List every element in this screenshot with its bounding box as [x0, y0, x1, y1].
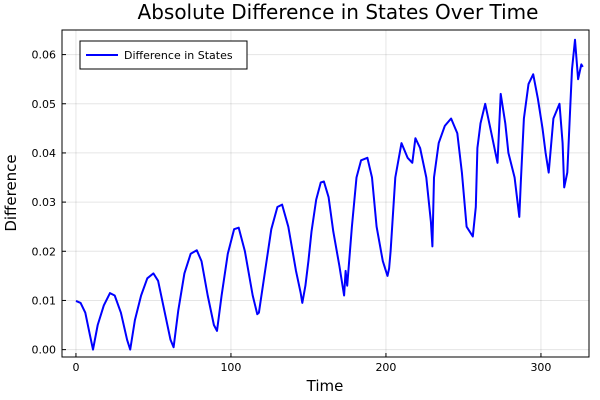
series-layer	[75, 38, 584, 351]
x-tick-label: 100	[220, 361, 241, 374]
grid-lines	[62, 30, 589, 357]
y-axis-ticks: 0.00 0.01 0.02 0.03 0.04 0.05 0.06	[32, 49, 66, 357]
x-axis-ticks: 0 100 200 300	[72, 353, 551, 374]
x-tick-label: 200	[375, 361, 396, 374]
y-tick-label: 0.00	[32, 344, 57, 357]
y-tick-label: 0.06	[32, 49, 57, 62]
y-axis-label: Difference	[2, 154, 20, 231]
legend-label: Difference in States	[124, 49, 233, 62]
y-tick-label: 0.01	[32, 294, 57, 307]
legend: Difference in States	[79, 40, 248, 70]
y-tick-label: 0.04	[32, 147, 57, 160]
plot-area	[61, 29, 590, 358]
series-line	[75, 38, 584, 351]
y-tick-label: 0.03	[32, 196, 57, 209]
y-tick-label: 0.05	[32, 98, 57, 111]
chart-title: Absolute Difference in States Over Time	[138, 0, 539, 24]
x-tick-label: 300	[530, 361, 551, 374]
x-axis-label: Time	[306, 377, 344, 395]
y-tick-label: 0.02	[32, 245, 57, 258]
x-tick-label: 0	[72, 361, 79, 374]
